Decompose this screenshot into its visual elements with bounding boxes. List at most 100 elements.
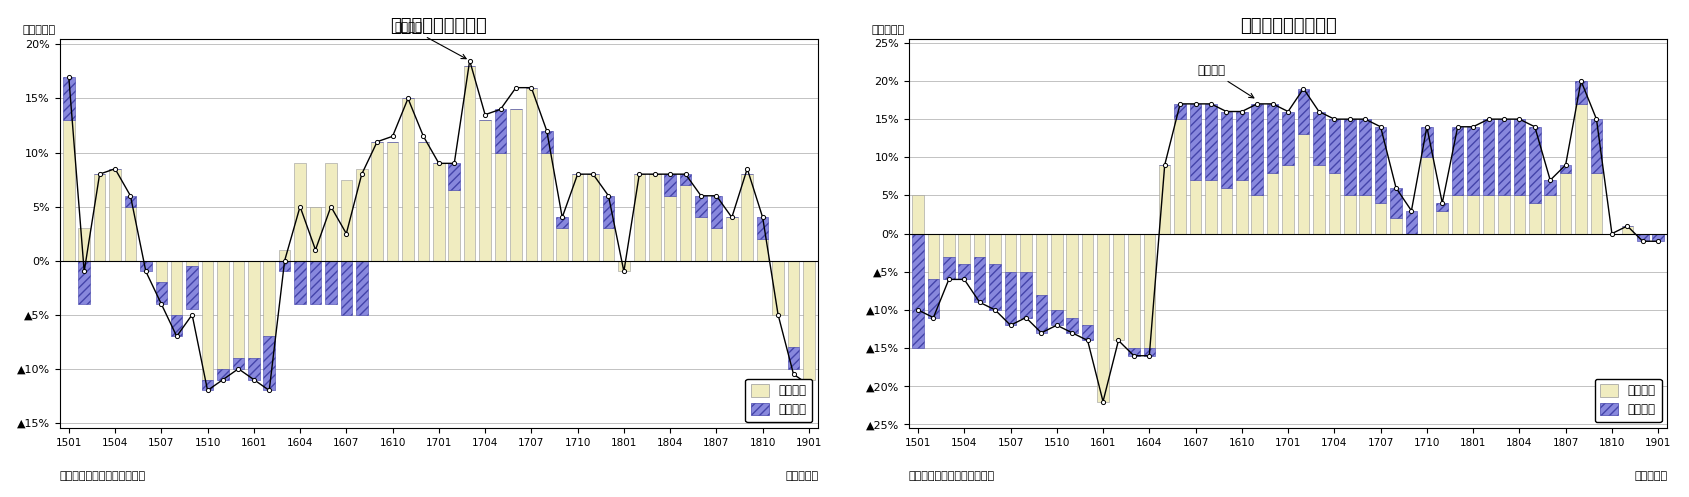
Bar	[556, 217, 568, 228]
Bar	[709, 228, 721, 260]
Bar	[1451, 195, 1463, 234]
Bar	[927, 279, 939, 318]
Bar	[201, 260, 213, 380]
Bar	[387, 142, 399, 260]
Bar	[186, 266, 198, 309]
Bar	[741, 174, 753, 260]
Bar	[1020, 272, 1030, 318]
Bar	[341, 260, 351, 315]
Title: 輸入金額の要因分解: 輸入金額の要因分解	[1240, 17, 1336, 35]
Bar	[1529, 127, 1540, 203]
Bar	[1267, 104, 1277, 172]
Bar	[372, 142, 383, 260]
Bar	[1620, 226, 1632, 234]
Bar	[125, 207, 137, 260]
Bar	[1544, 180, 1556, 195]
Bar	[726, 217, 736, 260]
Bar	[1051, 310, 1062, 325]
Bar	[540, 153, 552, 260]
Bar	[125, 196, 137, 207]
Bar	[1267, 172, 1277, 234]
Bar	[294, 260, 306, 304]
Bar	[1066, 318, 1078, 333]
Bar	[171, 315, 182, 336]
Bar	[263, 336, 275, 391]
Bar	[927, 234, 939, 279]
Bar	[694, 196, 706, 217]
Bar	[958, 234, 969, 264]
Bar	[279, 250, 291, 260]
Bar	[1559, 172, 1571, 234]
Bar	[988, 264, 1000, 310]
Legend: 数量要因, 価格要因: 数量要因, 価格要因	[745, 379, 812, 422]
Bar	[1652, 234, 1664, 241]
Bar	[802, 260, 814, 380]
Bar	[1574, 81, 1586, 104]
Bar	[1174, 104, 1186, 119]
Bar	[1420, 157, 1432, 234]
Bar	[1312, 165, 1324, 234]
Bar	[1405, 211, 1417, 234]
Bar	[1219, 111, 1231, 188]
Bar	[110, 169, 120, 260]
Bar	[1513, 119, 1523, 195]
Text: 輸入金額: 輸入金額	[1196, 64, 1253, 98]
Bar	[709, 196, 721, 228]
Bar	[233, 260, 243, 358]
Bar	[279, 260, 291, 271]
Bar	[495, 109, 507, 153]
Bar	[140, 260, 152, 271]
Bar	[618, 260, 630, 271]
Bar	[1252, 104, 1262, 195]
Bar	[1390, 218, 1400, 234]
Bar	[1343, 195, 1355, 234]
Bar	[1466, 195, 1478, 234]
Bar	[1312, 111, 1324, 165]
Text: （年・月）: （年・月）	[1633, 471, 1667, 481]
Bar	[201, 380, 213, 391]
Bar	[1189, 104, 1201, 180]
Bar	[1035, 234, 1047, 295]
Bar	[448, 190, 459, 260]
Bar	[912, 195, 924, 234]
Bar	[1174, 119, 1186, 234]
Bar	[1390, 188, 1400, 218]
Bar	[495, 153, 507, 260]
Bar	[1574, 104, 1586, 234]
Text: （前年比）: （前年比）	[872, 25, 904, 35]
Bar	[1589, 119, 1601, 172]
Bar	[1297, 134, 1309, 234]
Bar	[1466, 127, 1478, 195]
Bar	[463, 66, 475, 260]
Bar	[664, 196, 676, 260]
Bar	[1204, 104, 1216, 180]
Bar	[1189, 180, 1201, 234]
Bar	[248, 358, 260, 380]
Bar	[324, 260, 336, 304]
Text: 輸出金額: 輸出金額	[394, 20, 466, 59]
Bar	[1373, 203, 1385, 234]
Bar	[417, 142, 429, 260]
Bar	[1496, 195, 1508, 234]
Bar	[694, 217, 706, 260]
Bar	[155, 282, 167, 304]
Bar	[1637, 234, 1647, 241]
Text: （資料）財務省「貿易統計」: （資料）財務省「貿易統計」	[59, 471, 145, 481]
Bar	[1081, 234, 1093, 325]
Bar	[218, 260, 228, 369]
Bar	[248, 260, 260, 358]
Bar	[942, 256, 954, 279]
Bar	[679, 174, 691, 185]
Bar	[757, 239, 768, 260]
Bar	[988, 234, 1000, 264]
Bar	[1297, 88, 1309, 134]
Bar	[973, 234, 985, 256]
Bar	[402, 98, 414, 260]
Bar	[1436, 203, 1447, 211]
Bar	[171, 260, 182, 315]
Bar	[263, 260, 275, 336]
Bar	[1066, 234, 1078, 318]
Bar	[341, 179, 351, 260]
Text: （資料）財務省「貿易統計」: （資料）財務省「貿易統計」	[909, 471, 995, 481]
Bar	[1159, 165, 1170, 234]
